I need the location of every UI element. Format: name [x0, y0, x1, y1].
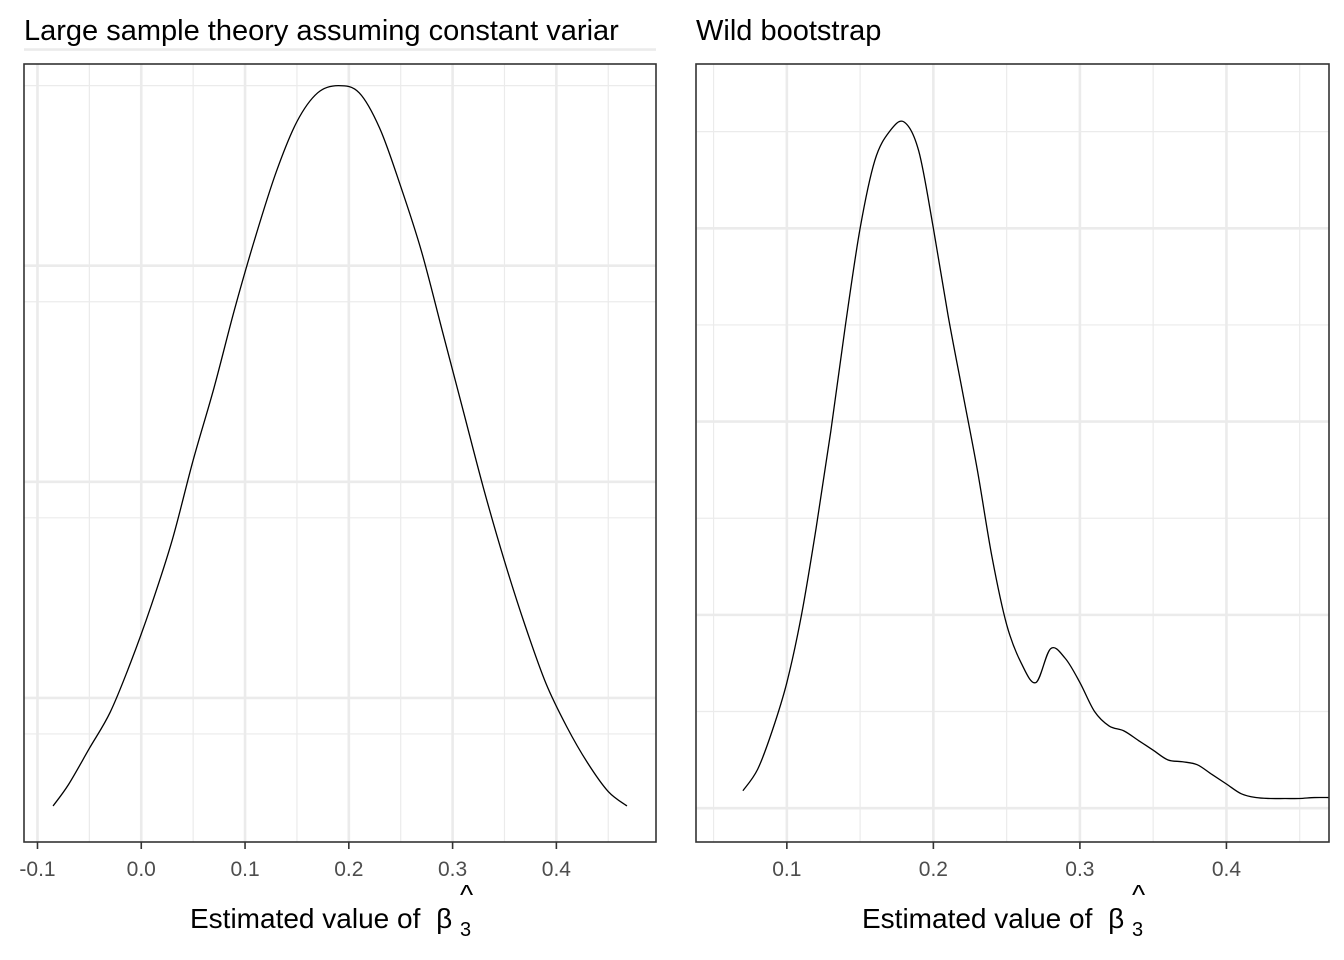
right-x-tick-label-2: 0.3 — [1065, 858, 1094, 881]
left-x-axis-title-hat: ^ — [460, 879, 473, 910]
right-panel-border — [695, 63, 1330, 843]
left-x-axis-title-main: Estimated value of — [190, 903, 421, 934]
right-x-tick-label-0: 0.1 — [772, 858, 801, 881]
left-x-tick-label-5: 0.4 — [542, 858, 572, 881]
right-x-axis-title-subscript: 3 — [1132, 919, 1143, 941]
left-density-curve — [52, 84, 628, 807]
right-x-tick-label-1: 0.2 — [919, 858, 948, 881]
left-x-tick-label-3: 0.2 — [334, 858, 363, 881]
right-density-curve — [742, 120, 1330, 800]
left-x-axis-title-symbol: β — [436, 903, 452, 934]
left-x-axis-title-subscript: 3 — [460, 919, 471, 941]
right-grid — [696, 64, 1329, 842]
left-panel-border — [23, 63, 657, 843]
left-x-tick-label-4: 0.3 — [438, 858, 467, 881]
left-x-ticks: -0.1 0.0 0.1 0.2 0.3 0.4 — [19, 842, 571, 881]
left-x-tick-label-1: 0.0 — [127, 858, 156, 881]
left-grid — [24, 48, 656, 842]
left-x-tick-label-2: 0.1 — [230, 858, 259, 881]
right-x-axis-title-main: Estimated value of — [862, 903, 1093, 934]
right-x-axis-title: Estimated value of β 3 — [862, 903, 1143, 941]
right-x-ticks: 0.1 0.2 0.3 0.4 — [772, 842, 1241, 881]
right-x-axis-title-hat: ^ — [1132, 879, 1145, 910]
right-x-axis-title-symbol: β — [1108, 903, 1124, 934]
right-x-tick-label-3: 0.4 — [1212, 858, 1242, 881]
left-x-tick-label-0: -0.1 — [19, 858, 55, 881]
chart-panel-left: -0.1 0.0 0.1 0.2 0.3 0.4 Large sample theory … — [19, 15, 657, 941]
left-panel-title: Large sample theory assuming constant va… — [24, 15, 619, 47]
chart-panel-right: 0.1 0.2 0.3 0.4 Wild bootstrap Estimated va… — [695, 15, 1330, 941]
left-x-axis-title: Estimated value of β 3 — [190, 903, 471, 941]
right-panel-title: Wild bootstrap — [696, 15, 881, 47]
